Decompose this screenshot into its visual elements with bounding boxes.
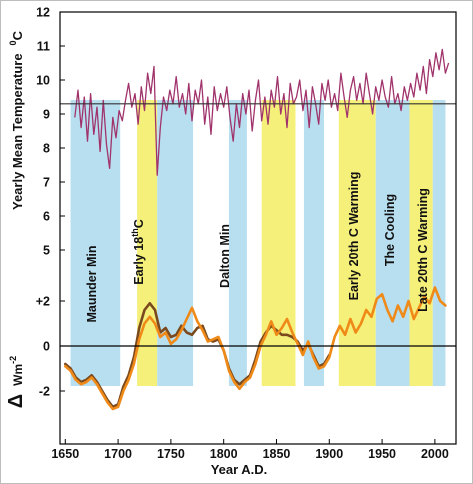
- y-tick-label: 8: [43, 142, 50, 156]
- forcing-tick-label: 0: [43, 340, 50, 354]
- band-8: [375, 100, 410, 386]
- band-1: [70, 100, 121, 386]
- band-label-9: Late 20th C Warming: [416, 188, 430, 312]
- y-tick-label: 6: [43, 210, 50, 224]
- x-tick-label: 1950: [368, 447, 396, 461]
- forcing-line-2: [64, 286, 447, 411]
- y-tick-label: 7: [43, 176, 50, 190]
- x-tick-label: 2000: [421, 447, 449, 461]
- band-label-1: Maunder Min: [85, 245, 99, 322]
- band-label-8: The Cooling: [383, 194, 397, 266]
- band-6: [303, 100, 324, 386]
- band-10: [432, 100, 446, 386]
- y-tick-label: 11: [37, 40, 50, 54]
- forcing-tick-label: +2: [36, 295, 50, 309]
- forcing-tick-label: -2: [39, 385, 50, 399]
- period-bands: [70, 100, 446, 386]
- x-tick-label: 1800: [210, 447, 238, 461]
- plot-frame: [59, 11, 457, 445]
- y-tick-label: 12: [36, 6, 50, 20]
- band-4: [228, 100, 247, 386]
- band-3: [157, 100, 194, 386]
- x-axis-label: Year A.D.: [211, 462, 268, 477]
- band-label-2: Early 18thC: [130, 219, 146, 285]
- x-tick-label: 1850: [263, 447, 291, 461]
- forcing-line-1: [64, 301, 331, 409]
- y-axis-label-forcing: ΔWm-2: [5, 356, 27, 408]
- y-tick-label: 10: [36, 74, 50, 88]
- band-labels: Maunder Min Early 18thC Dalton Min Early 20…: [85, 172, 430, 323]
- band-7: [338, 100, 376, 386]
- band-5: [261, 100, 296, 386]
- x-tick-label: 1900: [315, 447, 343, 461]
- series-lines: [64, 48, 450, 411]
- y-axis-label-temperature: Yearly Mean Temperature0C: [8, 30, 25, 210]
- y-tick-label: 9: [43, 108, 50, 122]
- axes: 5 6 7 8 9 10 11 12 +2 0 -2 1650 1700 1750 1800 1850 1900…: [36, 6, 457, 461]
- x-tick-label: 1700: [104, 447, 132, 461]
- band-label-7: Early 20th C Warming: [347, 172, 361, 301]
- y-tick-label: 5: [43, 244, 50, 258]
- band-label-4: Dalton Min: [218, 224, 232, 288]
- x-tick-label: 1650: [51, 447, 79, 461]
- x-tick-label: 1750: [157, 447, 185, 461]
- temperature-line: [74, 48, 450, 176]
